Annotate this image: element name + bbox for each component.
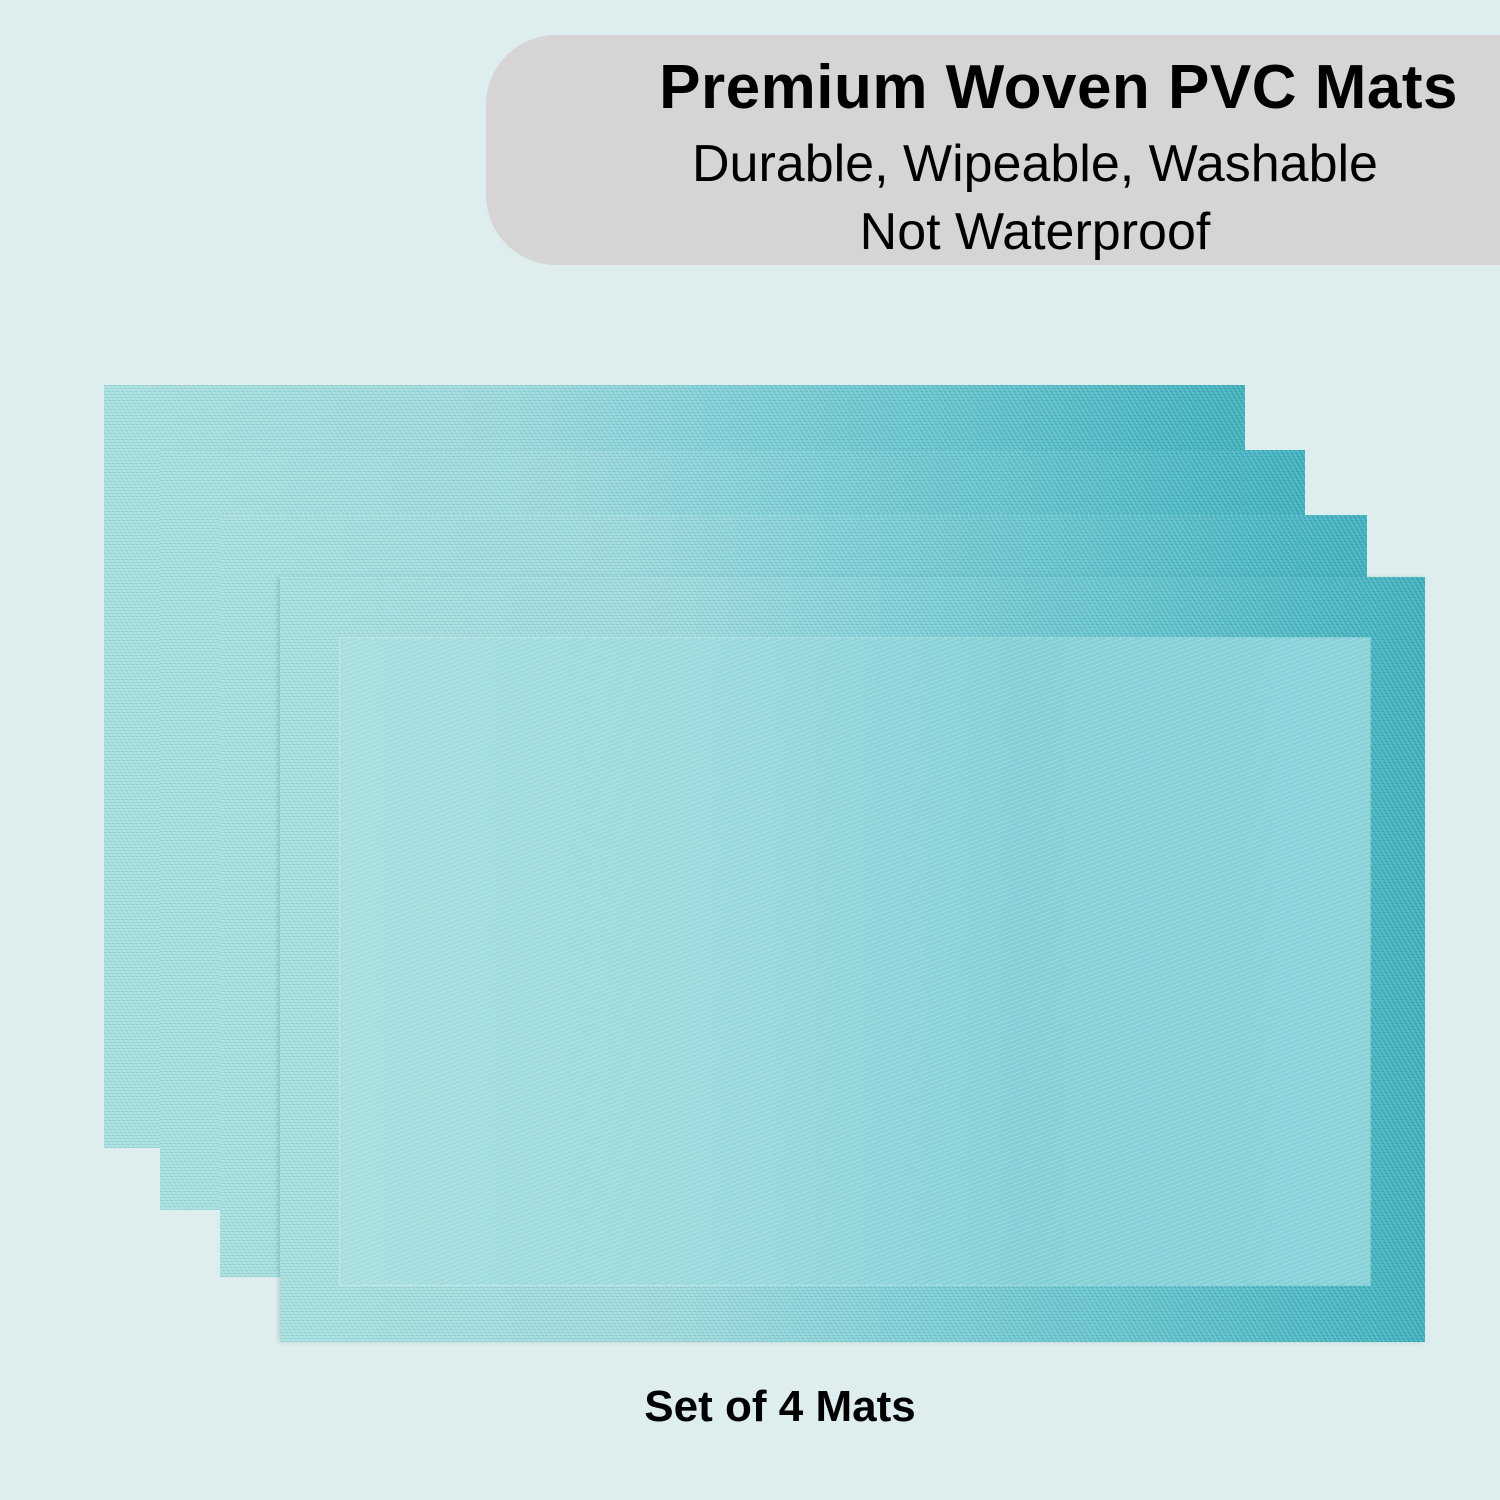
title-banner	[486, 35, 1500, 265]
product-note: Not Waterproof	[859, 203, 1211, 261]
set-caption: Set of 4 Mats	[644, 1382, 916, 1431]
placemat-inner-panel	[340, 638, 1370, 1285]
product-title: Premium Woven PVC Mats	[659, 53, 1458, 122]
placemat-4	[280, 577, 1425, 1342]
product-features: Durable, Wipeable, Washable	[692, 135, 1378, 193]
